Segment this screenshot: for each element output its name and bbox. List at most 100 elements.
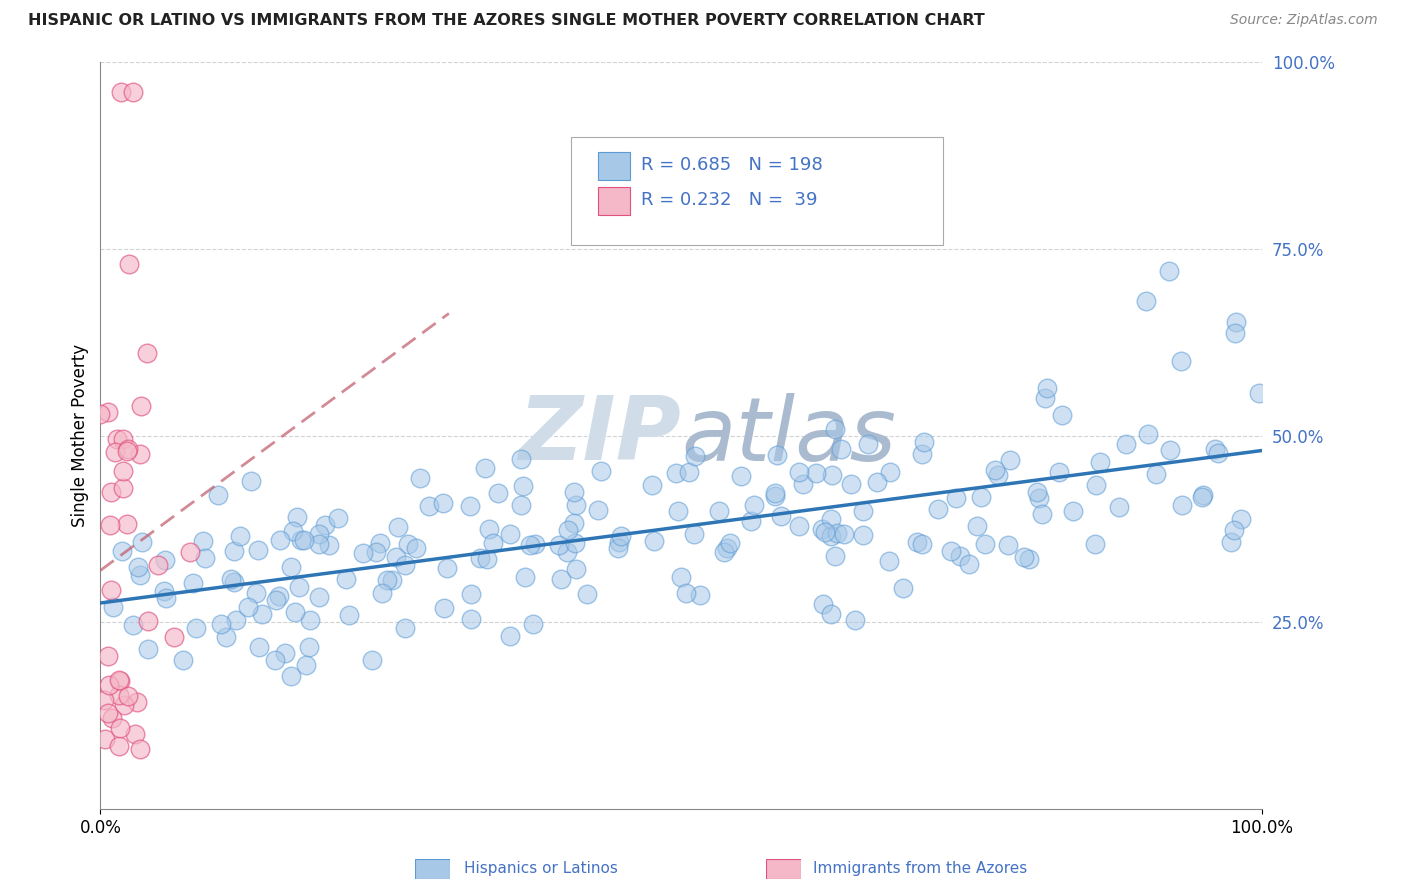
Point xyxy=(879,466,901,480)
FancyBboxPatch shape xyxy=(571,136,942,245)
Point xyxy=(366,544,388,558)
Point xyxy=(1219,534,1241,549)
Point xyxy=(163,630,186,644)
Point xyxy=(229,529,252,543)
Point xyxy=(122,617,145,632)
Point xyxy=(1144,467,1167,482)
Point xyxy=(610,529,633,543)
Point xyxy=(247,542,270,557)
Point xyxy=(118,257,141,271)
Point xyxy=(856,437,879,451)
Point xyxy=(432,496,454,510)
Point xyxy=(820,529,842,543)
Point xyxy=(478,522,501,536)
Point xyxy=(247,640,270,654)
Point xyxy=(669,570,692,584)
Point xyxy=(131,534,153,549)
Point xyxy=(269,533,291,547)
Point xyxy=(138,642,160,657)
Point xyxy=(100,517,122,532)
Point xyxy=(827,525,849,540)
Point xyxy=(112,698,135,712)
Point xyxy=(110,721,132,735)
Point xyxy=(128,446,150,460)
Point xyxy=(152,584,174,599)
Point xyxy=(1191,490,1213,504)
Point xyxy=(209,617,232,632)
Point xyxy=(1223,326,1246,341)
Point xyxy=(927,502,949,516)
Point xyxy=(763,486,786,500)
Point xyxy=(512,479,534,493)
Bar xyxy=(598,187,630,215)
Point xyxy=(153,553,176,567)
Point xyxy=(824,549,846,564)
Point xyxy=(172,653,194,667)
Point xyxy=(360,652,382,666)
Bar xyxy=(598,152,630,180)
Point xyxy=(103,445,125,459)
Point xyxy=(804,466,827,480)
Point xyxy=(1028,491,1050,505)
Point xyxy=(811,522,834,536)
Point xyxy=(1222,523,1244,537)
Point xyxy=(181,576,204,591)
Point xyxy=(225,613,247,627)
Text: Hispanics or Latinos: Hispanics or Latinos xyxy=(464,862,617,876)
Point xyxy=(770,508,793,523)
Point xyxy=(240,475,263,489)
Point xyxy=(460,612,482,626)
Point xyxy=(766,448,789,462)
Point xyxy=(813,597,835,611)
Point xyxy=(586,503,609,517)
Point xyxy=(678,466,700,480)
Point xyxy=(155,591,177,606)
Point xyxy=(252,607,274,621)
Point xyxy=(589,464,612,478)
Point xyxy=(1026,485,1049,500)
Point xyxy=(274,646,297,660)
Point xyxy=(280,669,302,683)
Point xyxy=(127,560,149,574)
Point xyxy=(713,545,735,559)
Point xyxy=(576,587,599,601)
Point xyxy=(100,583,122,598)
Point xyxy=(370,586,392,600)
Point xyxy=(987,468,1010,483)
Point xyxy=(974,536,997,550)
Point xyxy=(852,504,875,518)
Point xyxy=(957,557,980,571)
Point xyxy=(124,727,146,741)
Point xyxy=(105,432,128,446)
Point xyxy=(110,85,132,99)
Point xyxy=(222,574,245,589)
Point xyxy=(564,536,586,550)
Point xyxy=(550,572,572,586)
Point xyxy=(335,573,357,587)
Point xyxy=(283,524,305,538)
Point xyxy=(983,463,1005,477)
Point xyxy=(308,537,330,551)
Point xyxy=(97,405,120,419)
Point xyxy=(820,512,842,526)
Point xyxy=(562,485,585,500)
Point xyxy=(194,551,217,566)
Point xyxy=(326,511,349,525)
Point xyxy=(298,613,321,627)
Point xyxy=(689,588,711,602)
Point xyxy=(129,742,152,756)
Point xyxy=(318,538,340,552)
Point xyxy=(562,516,585,530)
Point xyxy=(146,558,169,573)
Point xyxy=(557,524,579,538)
Point xyxy=(607,541,630,555)
Point xyxy=(675,586,697,600)
Point xyxy=(730,469,752,483)
Point xyxy=(236,600,259,615)
Point xyxy=(115,444,138,458)
Point xyxy=(292,533,315,548)
Point xyxy=(865,475,887,490)
Point xyxy=(287,580,309,594)
Point xyxy=(93,732,115,747)
Point xyxy=(912,435,935,450)
